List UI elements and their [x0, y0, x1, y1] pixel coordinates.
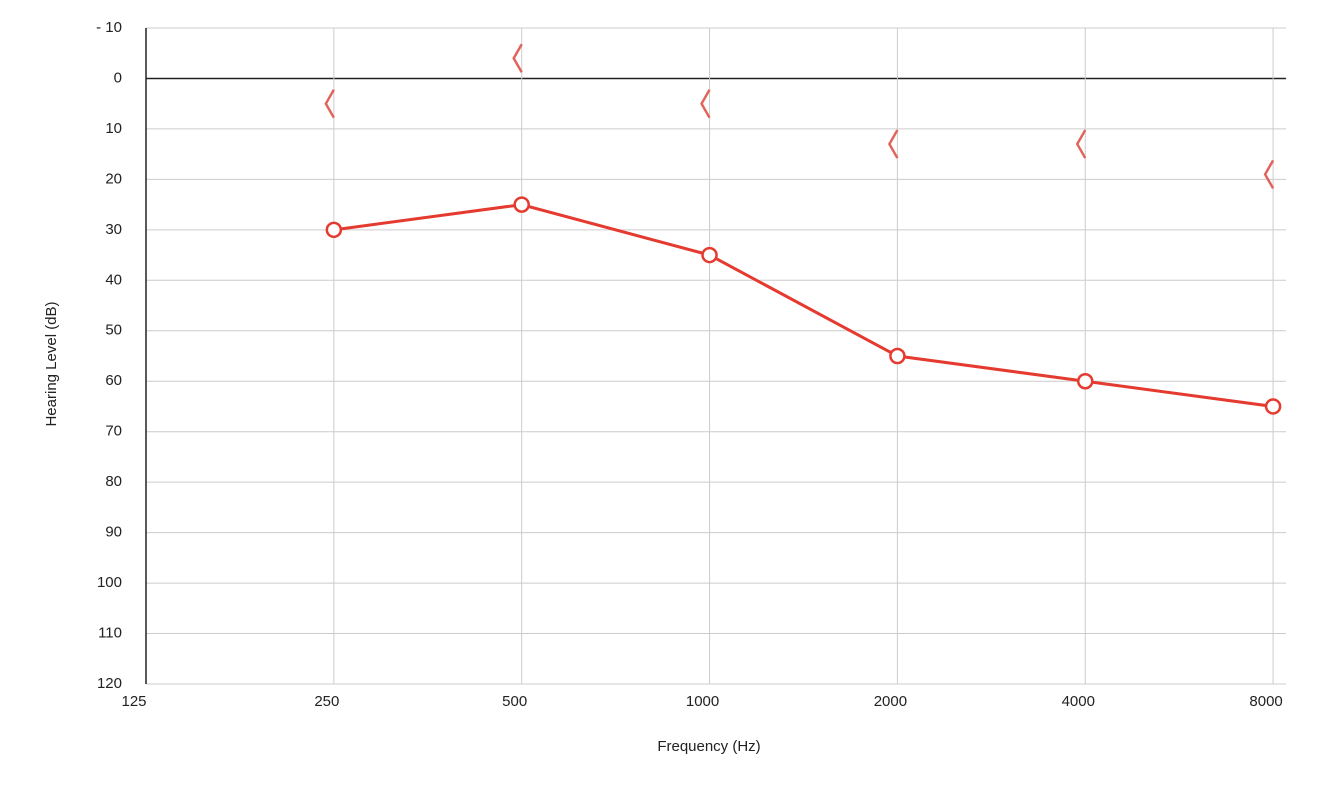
- x-tick-label: 125: [121, 693, 146, 710]
- y-tick-label: 70: [105, 423, 122, 440]
- data-point: [887, 129, 899, 159]
- y-axis-title: Hearing Level (dB): [43, 301, 60, 426]
- series-line: [333, 203, 1274, 408]
- data-point: [701, 246, 718, 264]
- y-tick-label: 20: [105, 170, 122, 187]
- y-tick-label: 40: [105, 271, 122, 288]
- data-point: [1077, 372, 1094, 390]
- x-tick-label: 1000: [686, 693, 719, 710]
- data-point: [700, 89, 711, 119]
- y-tick-label: 10: [105, 120, 122, 137]
- x-axis-title: Frequency (Hz): [657, 738, 760, 755]
- y-tick-label: - 10: [96, 19, 122, 36]
- x-tick-label: 500: [502, 693, 527, 710]
- x-tick-label: 250: [314, 693, 339, 710]
- x-tick-label: 2000: [874, 693, 907, 710]
- y-tick-label: 30: [105, 221, 122, 238]
- y-tick-label: 50: [105, 322, 122, 339]
- data-point: [1263, 159, 1275, 189]
- data-point: [512, 43, 523, 73]
- x-tick-label: 8000: [1249, 693, 1282, 710]
- y-tick-label: 100: [97, 574, 122, 591]
- data-point: [513, 196, 530, 213]
- y-tick-label: 120: [97, 675, 122, 692]
- data-point: [325, 221, 343, 239]
- x-tick-label: 4000: [1062, 693, 1095, 710]
- data-point: [1075, 129, 1087, 159]
- data-point: [1264, 398, 1282, 415]
- y-tick-label: 60: [105, 372, 122, 389]
- y-tick-label: 90: [105, 524, 122, 541]
- y-tick-label: 80: [105, 473, 122, 490]
- y-tick-label: 110: [98, 625, 122, 642]
- y-tick-label: 0: [114, 69, 122, 86]
- data-point: [889, 347, 906, 365]
- data-point: [324, 89, 335, 119]
